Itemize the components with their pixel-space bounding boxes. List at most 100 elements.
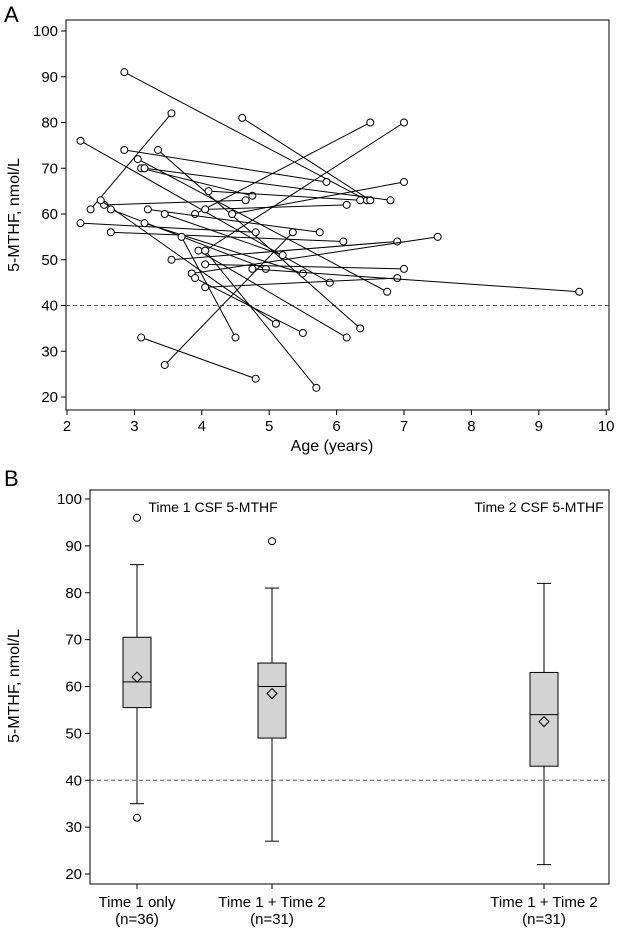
panel-a-y-tick-label: 50 [41, 252, 58, 269]
panel-a-series-subject-4 [238, 113, 375, 205]
panel-a-y-tick-label: 40 [41, 298, 58, 315]
panel-a-y-tick-label: 60 [41, 206, 58, 223]
panel-a-series-subject-22 [140, 219, 307, 278]
panel-a-data-point [251, 374, 260, 383]
panel-a-data-point [201, 246, 210, 255]
panel-b-annotation-time1: Time 1 CSF 5-MTHF [148, 499, 277, 515]
panel-a-data-point [177, 232, 186, 241]
panel-a-data-point [288, 228, 297, 237]
panel-a-series-subject-17 [106, 205, 270, 273]
panel-a-series-line [208, 190, 361, 201]
panel-a-data-point [356, 196, 365, 205]
panel-a-y-tick-label: 90 [41, 69, 58, 86]
panel-a-x-tick-label: 5 [265, 418, 273, 435]
panel-a-series-line [110, 231, 344, 242]
panel-a-data-point [238, 113, 247, 122]
panel-a-data-point [76, 219, 85, 228]
panel-b-y-tick-label: 70 [65, 632, 82, 649]
panel-a-series-subject-3 [86, 109, 176, 214]
panel-a-series-line [157, 149, 361, 329]
panel-a-data-point [96, 196, 105, 205]
panel-a-series-subject-9 [140, 164, 395, 205]
panel-a-data-point [140, 164, 149, 173]
panel-a-series-subject-6 [153, 145, 365, 333]
panel-a-data-point [251, 228, 260, 237]
panel-b-iqr-box [257, 662, 287, 739]
panel-a-data-point [356, 324, 365, 333]
panel-a-series-line [100, 199, 277, 325]
panel-a-data-point [204, 187, 213, 196]
panel-a-data-point [86, 205, 95, 214]
panel-a-series-line [140, 337, 256, 380]
panel-a-series-line [232, 181, 405, 215]
panel-a: A 20 30 40 50 60 70 80 90 100 2 3 4 5 6 7 8 9 10 Age (ye… [4, 2, 615, 455]
panel-a-data-point [322, 177, 331, 186]
panel-a-series-subject-19 [143, 205, 324, 237]
panel-a-data-point [201, 283, 210, 292]
panel-a-data-point [160, 210, 169, 218]
panel-b-box-3 [529, 582, 559, 866]
panel-a-series-line [141, 167, 253, 197]
panel-a-data-point [160, 360, 169, 369]
panel-a-series-subject-21 [106, 228, 348, 246]
panel-a-y-tick-label: 20 [41, 389, 58, 406]
panel-a-series-line [137, 158, 388, 293]
panel-a-series-subject-18 [76, 219, 260, 237]
panel-a-series-subject-28 [201, 246, 321, 392]
panel-a-data-point [386, 196, 395, 205]
panel-a-series-subject-16 [96, 196, 280, 328]
panel-a-series-group [76, 68, 584, 392]
panel-a-x-tick-label: 3 [130, 418, 138, 435]
panel-a-data-point [167, 109, 176, 118]
panel-b-y-tick-label: 30 [65, 819, 82, 836]
panel-a-data-point [201, 260, 210, 269]
panel-b-category-label: Time 1 + Time 2 [218, 894, 325, 911]
panel-a-data-point [201, 205, 210, 214]
panel-b-category-n-label: (n=31) [250, 911, 294, 928]
panel-a-data-point [342, 200, 351, 209]
panel-a-series-subject-1 [120, 68, 371, 205]
panel-a-y-axis-title: 5-MTHF, nmol/L [6, 158, 23, 272]
panel-a-series-line [110, 208, 267, 270]
panel-b-annotation-time2: Time 2 CSF 5-MTHF [474, 499, 603, 515]
panel-a-series-line [124, 149, 327, 183]
panel-a-series-subject-13 [228, 177, 408, 218]
panel-a-data-point [143, 205, 152, 214]
panel-a-data-point [315, 228, 324, 237]
panel-b-y-tick-label: 80 [65, 585, 82, 602]
panel-a-series-line [194, 122, 371, 215]
panel-a-series-line [80, 222, 256, 233]
panel-a-data-point [76, 136, 85, 145]
panel-a-series-subject-7 [133, 155, 392, 296]
panel-b-category-label: Time 1 + Time 2 [490, 894, 597, 911]
panel-a-data-point [191, 274, 200, 283]
panel-a-data-point [231, 333, 240, 342]
panel-a-data-point [339, 237, 348, 246]
panel-a-data-point [393, 237, 402, 246]
panel-a-y-axis: 20 30 40 50 60 70 80 90 100 [33, 23, 66, 406]
panel-a-plot-frame [65, 19, 610, 411]
panel-a-y-tick-label: 80 [41, 115, 58, 132]
panel-a-series-line [90, 113, 172, 210]
panel-a-series-subject-25 [187, 232, 442, 278]
panel-a-series-subject-20 [160, 210, 287, 260]
panel-a-data-point [366, 118, 375, 127]
panel-a-data-point [433, 232, 442, 241]
panel-b-y-tick-label: 90 [65, 538, 82, 555]
panel-a-series-subject-31 [248, 264, 584, 296]
panel-a-x-tick-label: 4 [198, 418, 206, 435]
panel-b-y-tick-label: 100 [57, 491, 82, 508]
panel-a-series-subject-5 [120, 145, 331, 186]
panel-b-box-2 [257, 537, 287, 842]
panel-a-y-tick-label: 100 [33, 23, 58, 40]
panel-a-x-axis-title: Age (years) [291, 438, 374, 455]
panel-a-series-subject-10 [204, 187, 365, 205]
panel-a-series-subject-14 [201, 118, 408, 255]
panel-b-y-tick-label: 50 [65, 725, 82, 742]
panel-a-x-tick-label: 8 [467, 418, 475, 435]
panel-a-data-point [298, 269, 307, 278]
panel-a-data-point [133, 155, 142, 164]
panel-b-box-group [122, 513, 559, 866]
panel-a-letter: A [4, 2, 19, 27]
